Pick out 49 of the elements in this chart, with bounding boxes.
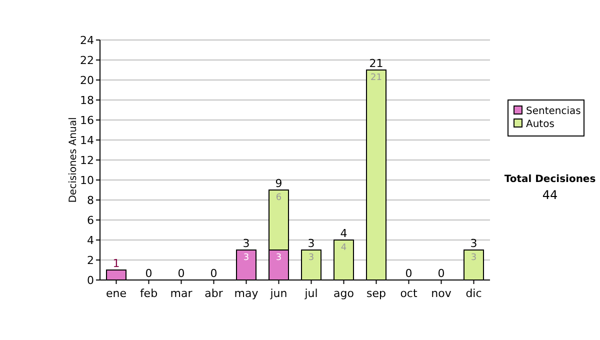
data-label: 4	[340, 243, 347, 253]
total-label: 0	[178, 267, 185, 280]
y-tick-label: 6	[87, 214, 94, 227]
total-label: 0	[145, 267, 152, 280]
y-tick-label: 16	[80, 114, 94, 127]
total-label: 3	[242, 237, 250, 250]
x-tick-label: ene	[106, 287, 127, 300]
x-tick-label: oct	[400, 287, 418, 300]
data-label: 3	[276, 253, 282, 263]
data-label: 6	[276, 193, 282, 203]
y-tick-label: 24	[80, 34, 94, 47]
x-tick-label: mar	[170, 287, 193, 300]
total-label: 3	[308, 237, 315, 250]
y-tick-label: 14	[80, 134, 94, 147]
legend-label: Sentencias	[526, 106, 581, 117]
y-tick-label: 10	[80, 174, 94, 187]
x-tick-label: ago	[334, 287, 354, 300]
x-tick-label: sep	[366, 287, 386, 300]
y-tick-label: 20	[80, 74, 94, 87]
legend-label: Autos	[526, 119, 554, 130]
y-tick-label: 18	[80, 94, 94, 107]
y-tick-label: 22	[80, 54, 94, 67]
data-label: 21	[370, 73, 382, 83]
total-label: 0	[210, 267, 218, 280]
x-tick-label: nov	[431, 287, 452, 300]
y-tick-label: 0	[87, 274, 94, 287]
y-tick-label: 4	[87, 234, 94, 247]
total-label: 4	[340, 227, 348, 240]
x-tick-label: feb	[140, 287, 158, 300]
data-label: 3	[470, 253, 477, 263]
total-label: 3	[470, 237, 478, 250]
y-axis-title: Decisiones Anual	[68, 117, 79, 203]
y-tick-label: 12	[80, 154, 94, 167]
total-label: 9	[275, 177, 282, 190]
text: 44	[542, 188, 558, 202]
y-tick-label: 2	[87, 254, 94, 267]
total-label: 1	[112, 257, 120, 270]
text: Total Decisiones	[504, 174, 596, 185]
total-label: 0	[405, 267, 412, 280]
x-tick-label: may	[234, 287, 259, 300]
total-label: 0	[438, 267, 445, 280]
x-tick-label: jun	[269, 287, 288, 300]
total-label: 21	[369, 57, 384, 70]
data-label: 3	[308, 253, 314, 263]
y-tick-label: 8	[87, 194, 94, 207]
x-tick-label: jul	[304, 287, 318, 300]
x-tick-label: abr	[204, 287, 224, 300]
x-tick-label: dic	[466, 287, 482, 300]
data-label: 3	[243, 253, 250, 263]
